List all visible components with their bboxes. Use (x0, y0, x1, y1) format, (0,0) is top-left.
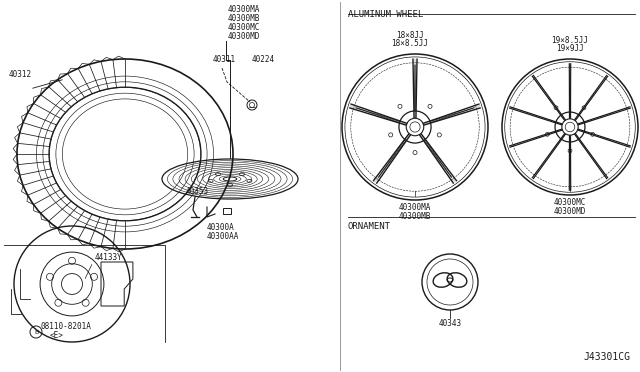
Text: 40300MA: 40300MA (399, 203, 431, 212)
Text: 19×8.5JJ: 19×8.5JJ (552, 36, 589, 45)
Text: 40300MC: 40300MC (554, 198, 586, 207)
Polygon shape (414, 59, 416, 118)
Polygon shape (533, 134, 565, 178)
Text: B: B (34, 330, 38, 334)
Text: 44133Y: 44133Y (95, 253, 123, 262)
Polygon shape (579, 108, 630, 125)
Text: 18×8.5JJ: 18×8.5JJ (392, 39, 429, 48)
Text: 40312: 40312 (8, 70, 31, 78)
Text: 40353: 40353 (186, 187, 209, 196)
Text: 40300MC: 40300MC (228, 23, 260, 32)
Polygon shape (533, 76, 565, 120)
Text: 40300MB: 40300MB (228, 14, 260, 23)
Text: 08110-8201A: 08110-8201A (40, 322, 91, 331)
Text: <E>: <E> (50, 331, 64, 340)
Polygon shape (579, 129, 630, 147)
Polygon shape (510, 108, 562, 125)
Text: 40300MD: 40300MD (554, 207, 586, 216)
Text: ORNAMENT: ORNAMENT (348, 222, 391, 231)
Text: J43301CG: J43301CG (583, 352, 630, 362)
Text: ALUMINUM WHEEL: ALUMINUM WHEEL (348, 10, 423, 19)
Polygon shape (575, 76, 607, 120)
Polygon shape (575, 134, 607, 178)
Polygon shape (510, 129, 562, 147)
Text: 40311: 40311 (213, 55, 236, 64)
Text: 40300MB: 40300MB (399, 212, 431, 221)
Text: 19×9JJ: 19×9JJ (556, 44, 584, 53)
Polygon shape (424, 105, 480, 125)
Text: 40300MA: 40300MA (228, 5, 260, 14)
Text: 40300MD: 40300MD (228, 32, 260, 41)
Text: 40343: 40343 (438, 319, 461, 328)
Text: 40300A: 40300A (207, 223, 235, 232)
Polygon shape (350, 105, 406, 125)
Polygon shape (420, 134, 456, 182)
Polygon shape (374, 134, 410, 182)
Text: 40224: 40224 (252, 55, 275, 64)
Text: 18×8JJ: 18×8JJ (396, 31, 424, 40)
Text: 40300AA: 40300AA (207, 232, 239, 241)
